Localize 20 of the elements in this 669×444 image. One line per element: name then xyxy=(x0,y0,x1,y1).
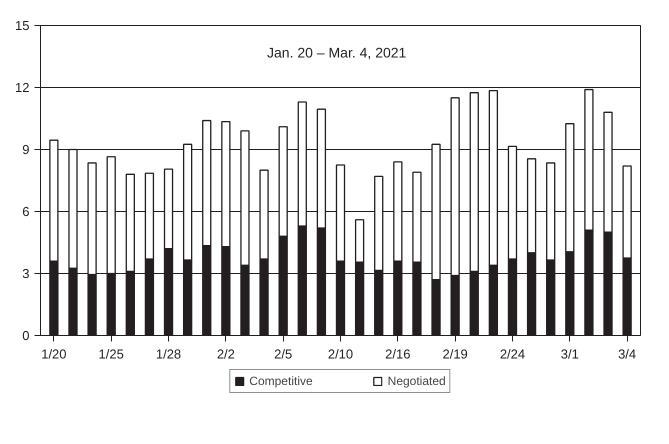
x-tick-label: 2/16 xyxy=(385,346,410,362)
y-tick-label: 15 xyxy=(15,18,30,33)
x-tick-label: 1/28 xyxy=(156,346,182,362)
y-tick-label: 6 xyxy=(22,204,30,219)
x-tick-label: 1/20 xyxy=(41,346,67,362)
x-tick-label: 2/24 xyxy=(500,346,526,362)
y-tick-label: 9 xyxy=(22,142,30,157)
x-tick-label: 2/5 xyxy=(274,346,292,362)
x-tick-label: 3/4 xyxy=(618,346,636,362)
y-tick-label: 3 xyxy=(22,266,30,281)
y-tick-label: 0 xyxy=(22,328,30,343)
annotation: Jan. 20 – Mar. 4, 2021 xyxy=(267,44,407,60)
y-tick-label: 12 xyxy=(15,80,30,95)
legend-label: Competitive xyxy=(249,374,313,388)
x-tick-label: 2/10 xyxy=(328,346,354,362)
legend-label: Negotiated xyxy=(388,374,446,388)
x-tick-label: 2/19 xyxy=(442,346,468,362)
x-tick-label: 2/2 xyxy=(216,346,235,362)
x-tick-label: 1/25 xyxy=(98,346,124,362)
x-tick-label: 3/1 xyxy=(560,346,579,362)
